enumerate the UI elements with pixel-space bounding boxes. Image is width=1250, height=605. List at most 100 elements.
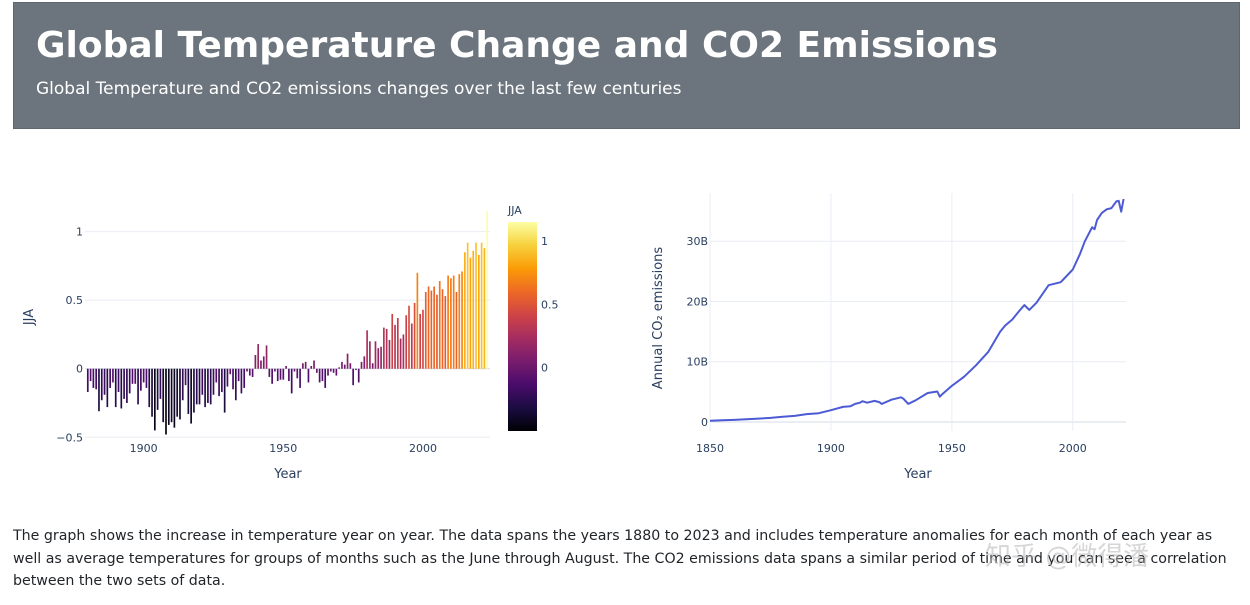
- temperature-bar[interactable]: [293, 368, 296, 372]
- temperature-bar[interactable]: [455, 291, 458, 369]
- temperature-bar[interactable]: [341, 361, 343, 369]
- temperature-bar[interactable]: [441, 289, 444, 369]
- temperature-bar[interactable]: [469, 257, 472, 369]
- temperature-bar[interactable]: [262, 356, 265, 369]
- temperature-bar[interactable]: [483, 248, 486, 369]
- co2-line-chart[interactable]: 0 10B 20B 30B 1850 1900 1950 2000 Year Annual …: [640, 185, 1160, 495]
- temperature-bar[interactable]: [436, 294, 438, 369]
- temperature-bar[interactable]: [254, 355, 257, 369]
- temperature-bar[interactable]: [89, 368, 92, 382]
- temperature-bar[interactable]: [424, 291, 427, 369]
- temperature-bar[interactable]: [165, 368, 167, 435]
- temperature-bar[interactable]: [416, 272, 419, 369]
- temperature-bar[interactable]: [246, 368, 248, 372]
- temperature-bar[interactable]: [338, 367, 341, 369]
- temperature-bar[interactable]: [271, 368, 273, 384]
- temperature-bar[interactable]: [114, 368, 117, 408]
- temperature-bar[interactable]: [92, 368, 95, 388]
- temperature-bar[interactable]: [173, 368, 176, 428]
- temperature-bar[interactable]: [288, 368, 290, 382]
- temperature-bar[interactable]: [179, 368, 181, 420]
- temperature-bar[interactable]: [215, 368, 218, 383]
- temperature-bar[interactable]: [318, 368, 321, 383]
- temperature-bar[interactable]: [396, 318, 399, 369]
- temperature-bar[interactable]: [134, 368, 137, 384]
- temperature-bar[interactable]: [399, 338, 402, 369]
- temperature-bar[interactable]: [100, 368, 103, 401]
- temperature-bar[interactable]: [324, 368, 327, 388]
- temperature-bar[interactable]: [221, 368, 223, 393]
- temperature-bar[interactable]: [237, 368, 240, 382]
- temperature-bar[interactable]: [274, 368, 276, 372]
- temperature-bar[interactable]: [140, 368, 142, 391]
- temperature-bar[interactable]: [234, 368, 237, 401]
- temperature-bar[interactable]: [226, 368, 229, 387]
- temperature-bar[interactable]: [153, 368, 156, 431]
- temperature-bar[interactable]: [223, 368, 226, 413]
- temperature-bar[interactable]: [204, 368, 206, 408]
- temperature-bar[interactable]: [413, 302, 416, 369]
- temperature-bar[interactable]: [198, 368, 201, 405]
- temperature-bars[interactable]: [86, 211, 489, 435]
- temperature-bar[interactable]: [394, 324, 396, 369]
- temperature-bar[interactable]: [321, 368, 324, 382]
- temperature-bar[interactable]: [109, 368, 111, 388]
- temperature-bar[interactable]: [193, 368, 195, 413]
- temperature-bar[interactable]: [209, 368, 212, 405]
- temperature-bar[interactable]: [112, 368, 114, 383]
- temperature-bar[interactable]: [240, 368, 243, 394]
- temperature-bar[interactable]: [405, 315, 408, 369]
- temperature-bar[interactable]: [335, 368, 338, 376]
- temperature-bar[interactable]: [332, 368, 335, 373]
- temperature-bar[interactable]: [176, 368, 179, 417]
- temperature-bar[interactable]: [427, 286, 430, 369]
- temperature-bar[interactable]: [343, 364, 346, 369]
- temperature-bar[interactable]: [268, 368, 271, 377]
- temperature-bar[interactable]: [438, 281, 441, 369]
- temperature-bar[interactable]: [480, 242, 483, 369]
- temperature-bar[interactable]: [120, 368, 123, 409]
- temperature-bar[interactable]: [103, 368, 106, 395]
- temperature-bar[interactable]: [190, 368, 192, 424]
- temperature-bar[interactable]: [466, 242, 469, 369]
- temperature-bar[interactable]: [374, 341, 377, 369]
- temperature-bar[interactable]: [486, 211, 489, 369]
- temperature-bar[interactable]: [151, 368, 153, 417]
- temperature-bar[interactable]: [452, 275, 455, 369]
- temperature-bar[interactable]: [377, 348, 380, 369]
- temperature-bar[interactable]: [232, 368, 234, 390]
- temperature-bar-chart[interactable]: −0.500.51 1900 1950 2000 Year JJA JJA 00.5…: [10, 185, 580, 495]
- temperature-bar[interactable]: [167, 368, 170, 425]
- temperature-bar[interactable]: [128, 368, 131, 394]
- temperature-bar[interactable]: [207, 368, 209, 403]
- temperature-bar[interactable]: [458, 274, 461, 369]
- temperature-bar[interactable]: [243, 368, 246, 388]
- temperature-bar[interactable]: [251, 368, 254, 377]
- temperature-bar[interactable]: [472, 250, 475, 369]
- temperature-bar[interactable]: [315, 368, 318, 373]
- temperature-bar[interactable]: [276, 368, 279, 382]
- temperature-bar[interactable]: [450, 278, 452, 369]
- temperature-bar[interactable]: [156, 368, 159, 410]
- temperature-bar[interactable]: [385, 328, 388, 369]
- temperature-bar[interactable]: [181, 368, 184, 401]
- temperature-bar[interactable]: [212, 368, 215, 395]
- temperature-bar[interactable]: [355, 368, 357, 371]
- temperature-bar[interactable]: [285, 365, 287, 369]
- temperature-bar[interactable]: [148, 368, 151, 408]
- temperature-bar[interactable]: [327, 368, 329, 376]
- temperature-bar[interactable]: [477, 254, 480, 369]
- temperature-bar[interactable]: [137, 368, 139, 405]
- temperature-bar[interactable]: [422, 309, 424, 369]
- temperature-bar[interactable]: [402, 334, 405, 369]
- temperature-bar[interactable]: [98, 368, 100, 412]
- temperature-bar[interactable]: [410, 323, 413, 369]
- temperature-bar[interactable]: [464, 252, 466, 369]
- temperature-bar[interactable]: [290, 368, 293, 394]
- temperature-bar[interactable]: [187, 368, 190, 414]
- temperature-bar[interactable]: [95, 368, 98, 390]
- temperature-bar[interactable]: [349, 363, 352, 369]
- temperature-bar[interactable]: [123, 368, 125, 399]
- temperature-bar[interactable]: [310, 365, 313, 369]
- temperature-bar[interactable]: [248, 368, 251, 376]
